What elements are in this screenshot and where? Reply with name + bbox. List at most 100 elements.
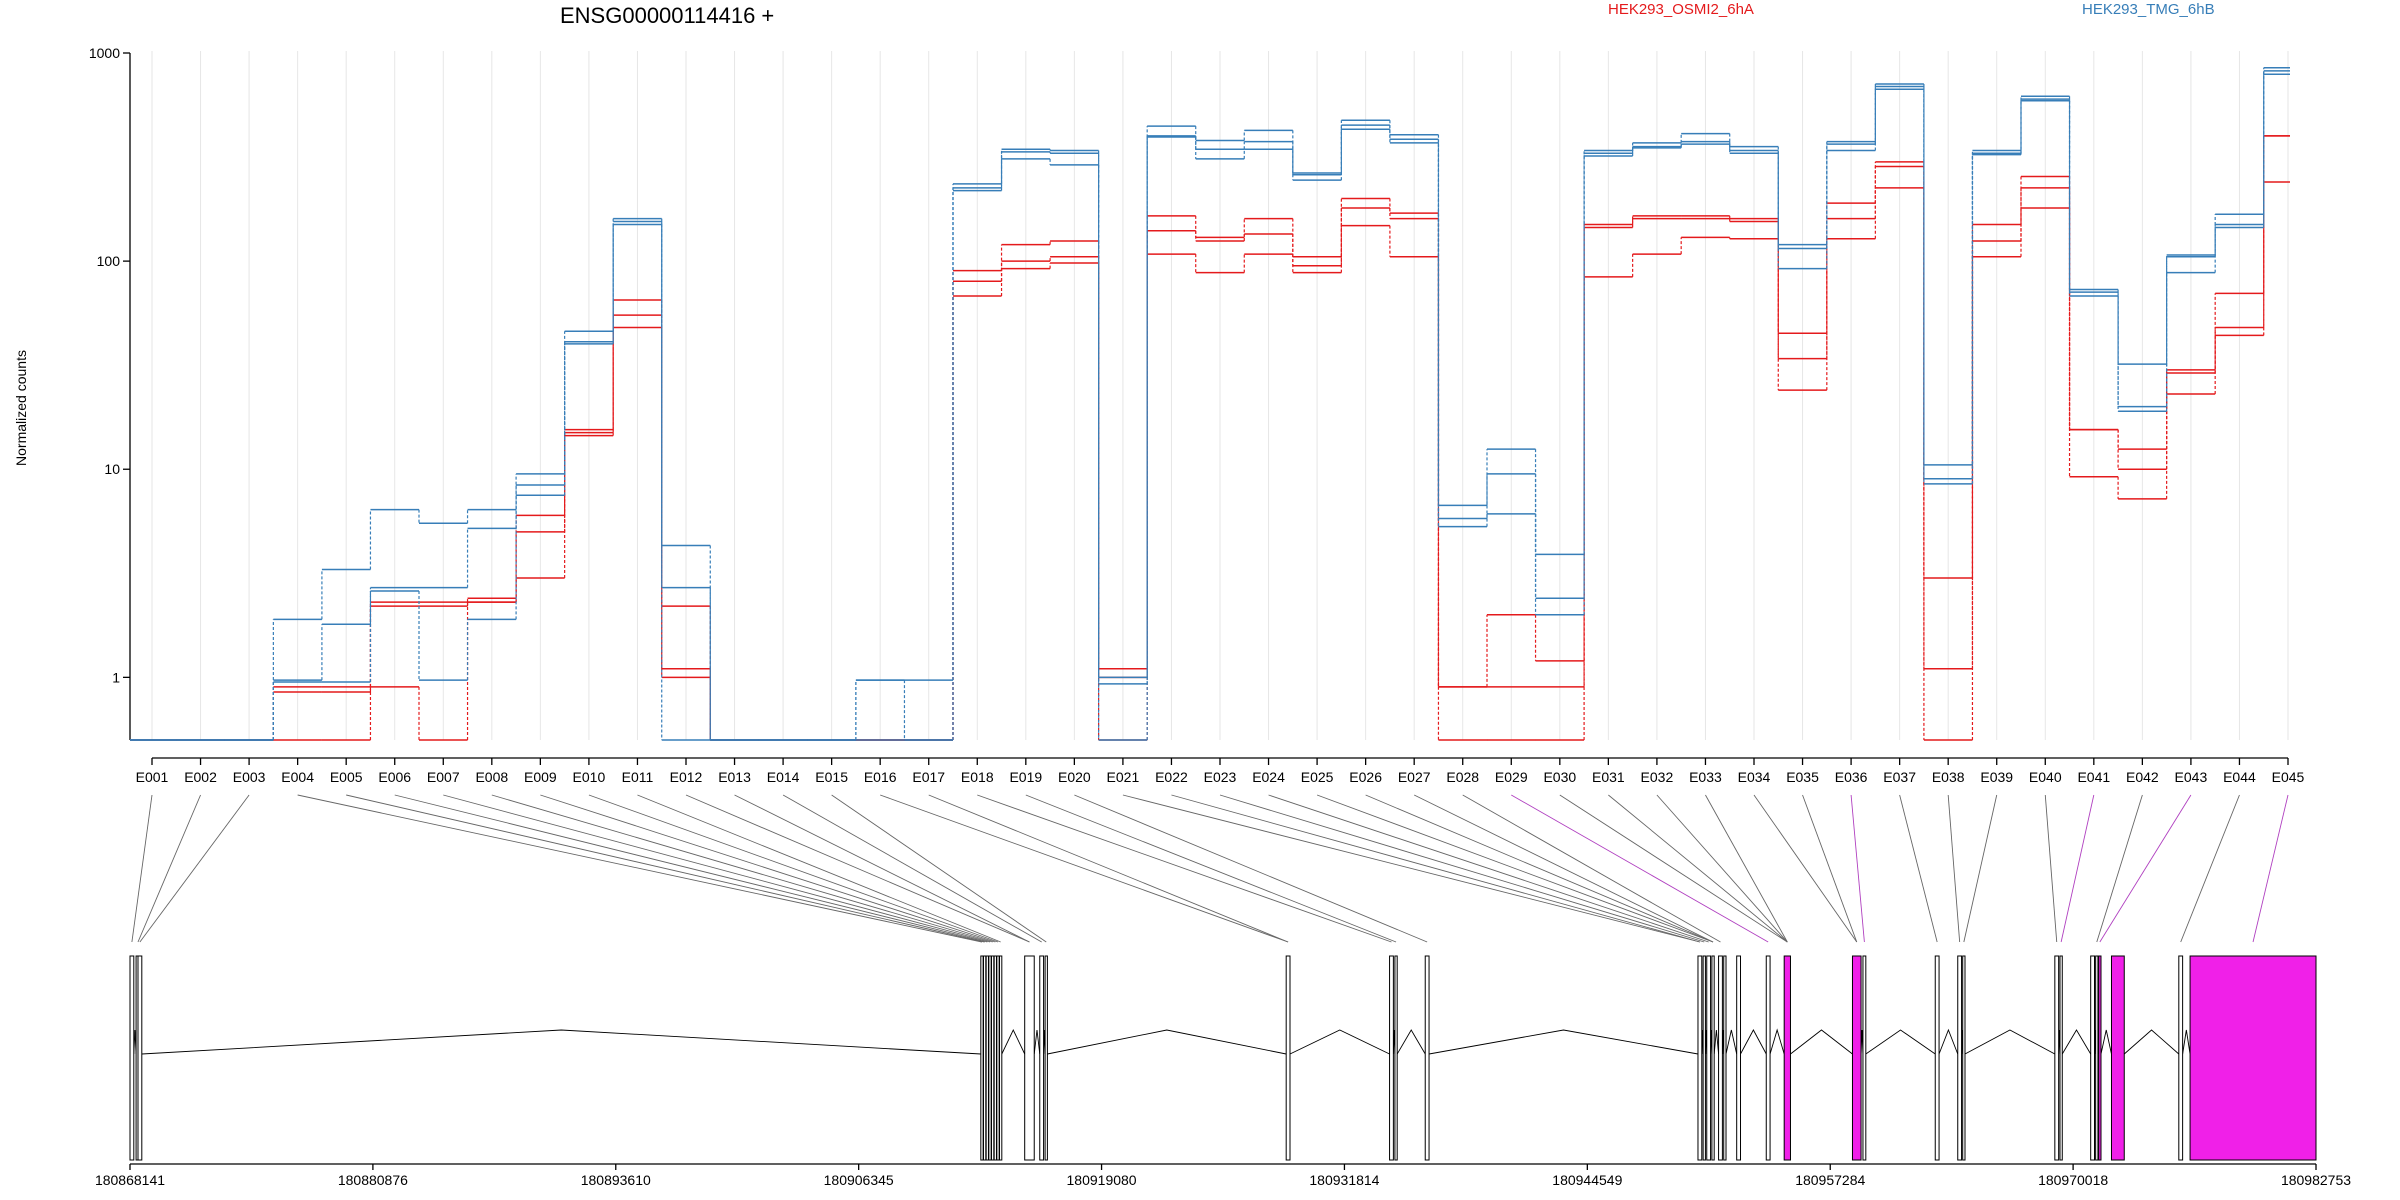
x-tick-label-e018: E018 (961, 769, 994, 785)
exon (1394, 955, 1398, 1161)
coordinate-label: 180868141 (95, 1172, 165, 1188)
exon-link-e030 (1559, 794, 1788, 943)
x-tick-label-e035: E035 (1786, 769, 1819, 785)
exon-link-e022 (1171, 794, 1701, 943)
x-tick-label-e025: E025 (1301, 769, 1334, 785)
x-tick-label-e011: E011 (622, 769, 654, 785)
x-tick-label-e044: E044 (2223, 769, 2256, 785)
intron (1865, 1029, 1936, 1055)
exon (1285, 955, 1291, 1161)
exon (1957, 955, 1963, 1161)
series-layer (130, 66, 2290, 741)
chart-title: ENSG00000114416 + (560, 3, 774, 28)
x-tick-label-e014: E014 (767, 769, 800, 785)
intron (1769, 1028, 1785, 1055)
x-tick-label-e010: E010 (573, 769, 606, 785)
exon-link-e001 (131, 794, 153, 943)
exon-link-e026 (1365, 794, 1714, 943)
intron (1033, 1029, 1041, 1055)
exon (1736, 955, 1742, 1161)
coordinate-label: 180906345 (824, 1172, 894, 1188)
exon-link-e032 (1656, 794, 1788, 943)
intron (1964, 1029, 2056, 1055)
intron (1938, 1028, 1959, 1055)
exon-link-e018 (977, 794, 1392, 943)
x-tick-label-e024: E024 (1252, 769, 1285, 785)
exon (2090, 955, 2096, 1161)
exon-link-e029 (1511, 794, 1769, 943)
x-tick-label-e030: E030 (1543, 769, 1576, 785)
intron (2100, 1029, 2112, 1055)
exon (988, 955, 992, 1161)
intron (141, 1029, 981, 1055)
exon-link-e038 (1947, 794, 1961, 943)
x-tick-label-e003: E003 (233, 769, 266, 785)
exon-link-e021 (1122, 794, 1700, 943)
x-tick-label-e038: E038 (1932, 769, 1965, 785)
axes-layer: 1 10 100 1000 E001 E002 E003 E004 E005 E006 E007 E0… (89, 45, 2305, 785)
exon (991, 955, 995, 1161)
x-tick-label-e036: E036 (1835, 769, 1868, 785)
x-tick-label-e005: E005 (330, 769, 363, 785)
exon-link-e039 (1963, 794, 1998, 943)
intron (1396, 1029, 1426, 1055)
exon (1044, 955, 1048, 1161)
exon (1934, 955, 1940, 1161)
series-2 (130, 181, 2290, 741)
x-tick-label-e032: E032 (1641, 769, 1674, 785)
exon-link-e042 (2096, 794, 2143, 943)
x-tick-label-e041: E041 (2077, 769, 2110, 785)
series-4 (130, 70, 2290, 741)
intron (1740, 1029, 1767, 1055)
exon-link-e023 (1219, 794, 1705, 943)
exon (1039, 955, 1045, 1161)
x-tick-label-e045: E045 (2272, 769, 2305, 785)
exon-link-e016 (880, 794, 1289, 943)
exon-link-e044 (2180, 794, 2240, 943)
legend-entry-tmg: HEK293_TMG_6hB (2082, 1, 2215, 18)
series-1 (130, 135, 2290, 741)
x-tick-label-e042: E042 (2126, 769, 2159, 785)
exon (1723, 955, 1727, 1161)
x-tick-label-e027: E027 (1398, 769, 1431, 785)
series-3 (130, 66, 2290, 741)
x-tick-label-e001: E001 (136, 769, 169, 785)
exon (1862, 955, 1867, 1161)
exon-link-e034 (1753, 794, 1858, 943)
intron (1289, 1029, 1390, 1055)
exon (985, 955, 989, 1161)
coordinate-label: 180880876 (338, 1172, 408, 1188)
x-tick-label-e026: E026 (1349, 769, 1382, 785)
x-tick-label-e019: E019 (1009, 769, 1042, 785)
exon (996, 955, 1000, 1161)
intron (1001, 1028, 1026, 1055)
intron (2061, 1029, 2092, 1055)
coordinate-label: 180970018 (2038, 1172, 2108, 1188)
intron (1428, 1029, 1699, 1055)
x-tick-label-e043: E043 (2175, 769, 2208, 785)
exon-link-e020 (1074, 794, 1428, 943)
exon (982, 955, 987, 1161)
x-tick-label-e002: E002 (184, 769, 217, 785)
exon (1765, 955, 1771, 1161)
exon-link-e043 (2099, 794, 2192, 943)
exon-link-e033 (1705, 794, 1788, 943)
exon-link-e025 (1316, 794, 1714, 943)
exon (1697, 955, 1703, 1161)
gene-model-layer: 180868141 180880876 180893610 180906345 1809… (95, 955, 2351, 1188)
exon-highlighted (2110, 955, 2125, 1161)
exon-link-e036 (1850, 794, 1865, 943)
coordinate-label: 180893610 (581, 1172, 651, 1188)
x-tick-label-e029: E029 (1495, 769, 1528, 785)
exon-link-e019 (1025, 794, 1397, 943)
exon-link-e012 (685, 794, 1030, 943)
coordinate-label: 180931814 (1309, 1172, 1379, 1188)
x-tick-label-e006: E006 (378, 769, 411, 785)
exon-link-e037 (1899, 794, 1938, 943)
y-axis-label: Normalized counts (13, 350, 29, 466)
x-tick-label-e013: E013 (718, 769, 751, 785)
exon-link-e004 (297, 794, 983, 943)
y-tick-label: 100 (97, 253, 121, 269)
exon (999, 955, 1003, 1161)
